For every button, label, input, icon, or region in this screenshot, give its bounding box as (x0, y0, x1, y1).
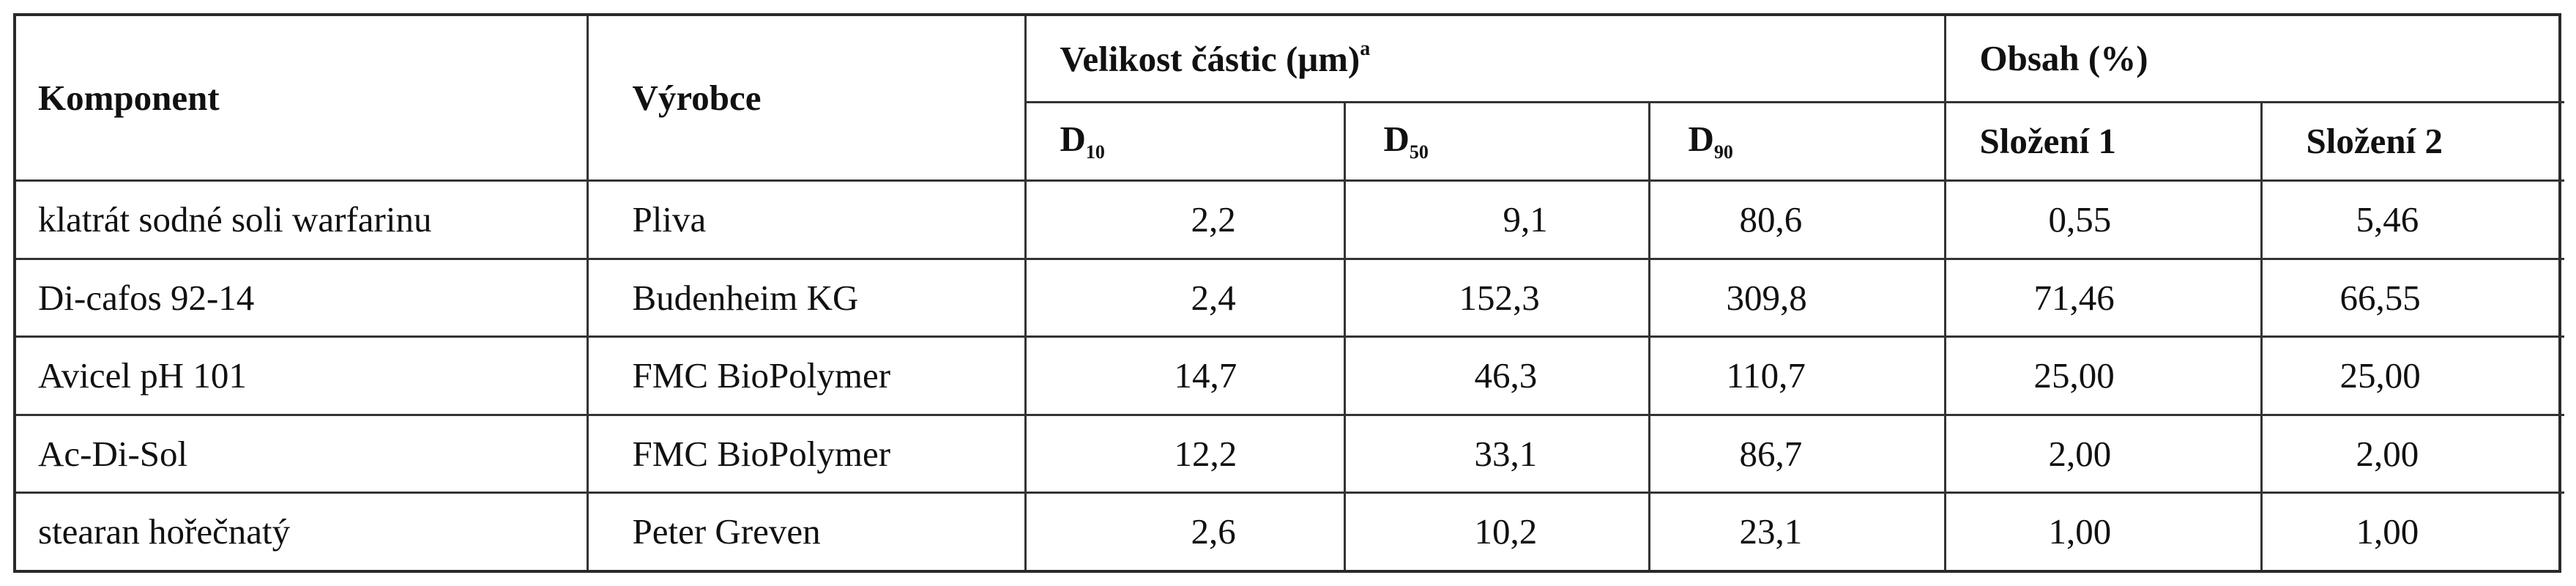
cell-d90: 23,1 (1648, 492, 1946, 570)
header-d50: D50 (1343, 100, 1650, 182)
cell-d50: 10,2 (1343, 492, 1650, 570)
header-manufacturer: Výrobce (586, 16, 1027, 182)
cell-d90: 309,8 (1648, 257, 1946, 338)
header-d90: D90 (1648, 100, 1946, 182)
cell-component: Di-cafos 92-14 (16, 257, 589, 338)
cell-manufacturer: FMC BioPolymer (586, 413, 1027, 494)
header-component: Komponent (16, 16, 589, 182)
cell-composition-1: 2,00 (1943, 413, 2263, 494)
header-content: Obsah (%) (1943, 16, 2565, 103)
header-particle-size: Velikost částic (μm)a (1024, 16, 1946, 103)
table-row: Di-cafos 92-14 Budenheim KG 2,4 152,3 30… (16, 257, 2565, 338)
header-d50-letter: D (1383, 119, 1410, 160)
cell-composition-1: 71,46 (1943, 257, 2263, 338)
cell-composition-2: 2,00 (2260, 413, 2565, 494)
cell-d10: 2,2 (1024, 179, 1346, 260)
composition-table: Komponent Výrobce Velikost částic (μm)a … (16, 16, 2565, 570)
cell-composition-1: 25,00 (1943, 335, 2263, 416)
header-d10-subscript: 10 (1085, 141, 1105, 163)
header-row-sub: D10 D50 D90 Složení 1 Složení 2 (16, 100, 2565, 182)
cell-manufacturer: Pliva (586, 179, 1027, 260)
cell-component: Avicel pH 101 (16, 335, 589, 416)
header-composition-1: Složení 1 (1943, 100, 2263, 182)
cell-component: stearan hořečnatý (16, 492, 589, 570)
header-d10: D10 (1025, 100, 1346, 182)
cell-composition-1: 1,00 (1943, 492, 2263, 570)
cell-d50: 33,1 (1343, 413, 1650, 494)
composition-table-frame: Komponent Výrobce Velikost částic (μm)a … (13, 13, 2565, 573)
cell-manufacturer: Budenheim KG (586, 257, 1027, 338)
cell-d90: 80,6 (1648, 179, 1946, 260)
header-particle-size-text: Velikost částic (μm) (1060, 38, 1360, 79)
table-row: Ac-Di-Sol FMC BioPolymer 12,2 33,1 86,7 … (16, 413, 2565, 494)
cell-composition-2: 25,00 (2260, 335, 2565, 416)
header-d10-letter: D (1060, 119, 1086, 160)
cell-composition-2: 5,46 (2260, 179, 2565, 260)
cell-composition-2: 66,55 (2260, 257, 2565, 338)
cell-d50: 46,3 (1343, 335, 1650, 416)
header-d90-letter: D (1688, 119, 1714, 160)
cell-manufacturer: Peter Greven (586, 492, 1027, 570)
table-row: Avicel pH 101 FMC BioPolymer 14,7 46,3 1… (16, 335, 2565, 416)
cell-composition-2: 1,00 (2260, 492, 2565, 570)
header-d90-subscript: 90 (1713, 141, 1733, 163)
header-composition-2: Složení 2 (2260, 100, 2565, 182)
cell-d50: 9,1 (1343, 179, 1650, 260)
cell-d90: 110,7 (1648, 335, 1946, 416)
cell-d10: 2,6 (1024, 492, 1346, 570)
cell-manufacturer: FMC BioPolymer (586, 335, 1027, 416)
cell-d10: 14,7 (1024, 335, 1346, 416)
cell-component: klatrát sodné soli warfarinu (16, 179, 589, 260)
cell-component: Ac-Di-Sol (16, 413, 589, 494)
cell-composition-1: 0,55 (1943, 179, 2263, 260)
cell-d50: 152,3 (1343, 257, 1650, 338)
cell-d10: 12,2 (1024, 413, 1346, 494)
header-row-top: Komponent Výrobce Velikost částic (μm)a … (16, 16, 2565, 182)
cell-d90: 86,7 (1648, 413, 1946, 494)
cell-d10: 2,4 (1024, 257, 1346, 338)
table-row: klatrát sodné soli warfarinu Pliva 2,2 9… (16, 179, 2565, 260)
header-d50-subscript: 50 (1409, 141, 1429, 163)
table-row: stearan hořečnatý Peter Greven 2,6 10,2 … (16, 492, 2565, 570)
header-particle-size-footnote: a (1360, 37, 1371, 60)
